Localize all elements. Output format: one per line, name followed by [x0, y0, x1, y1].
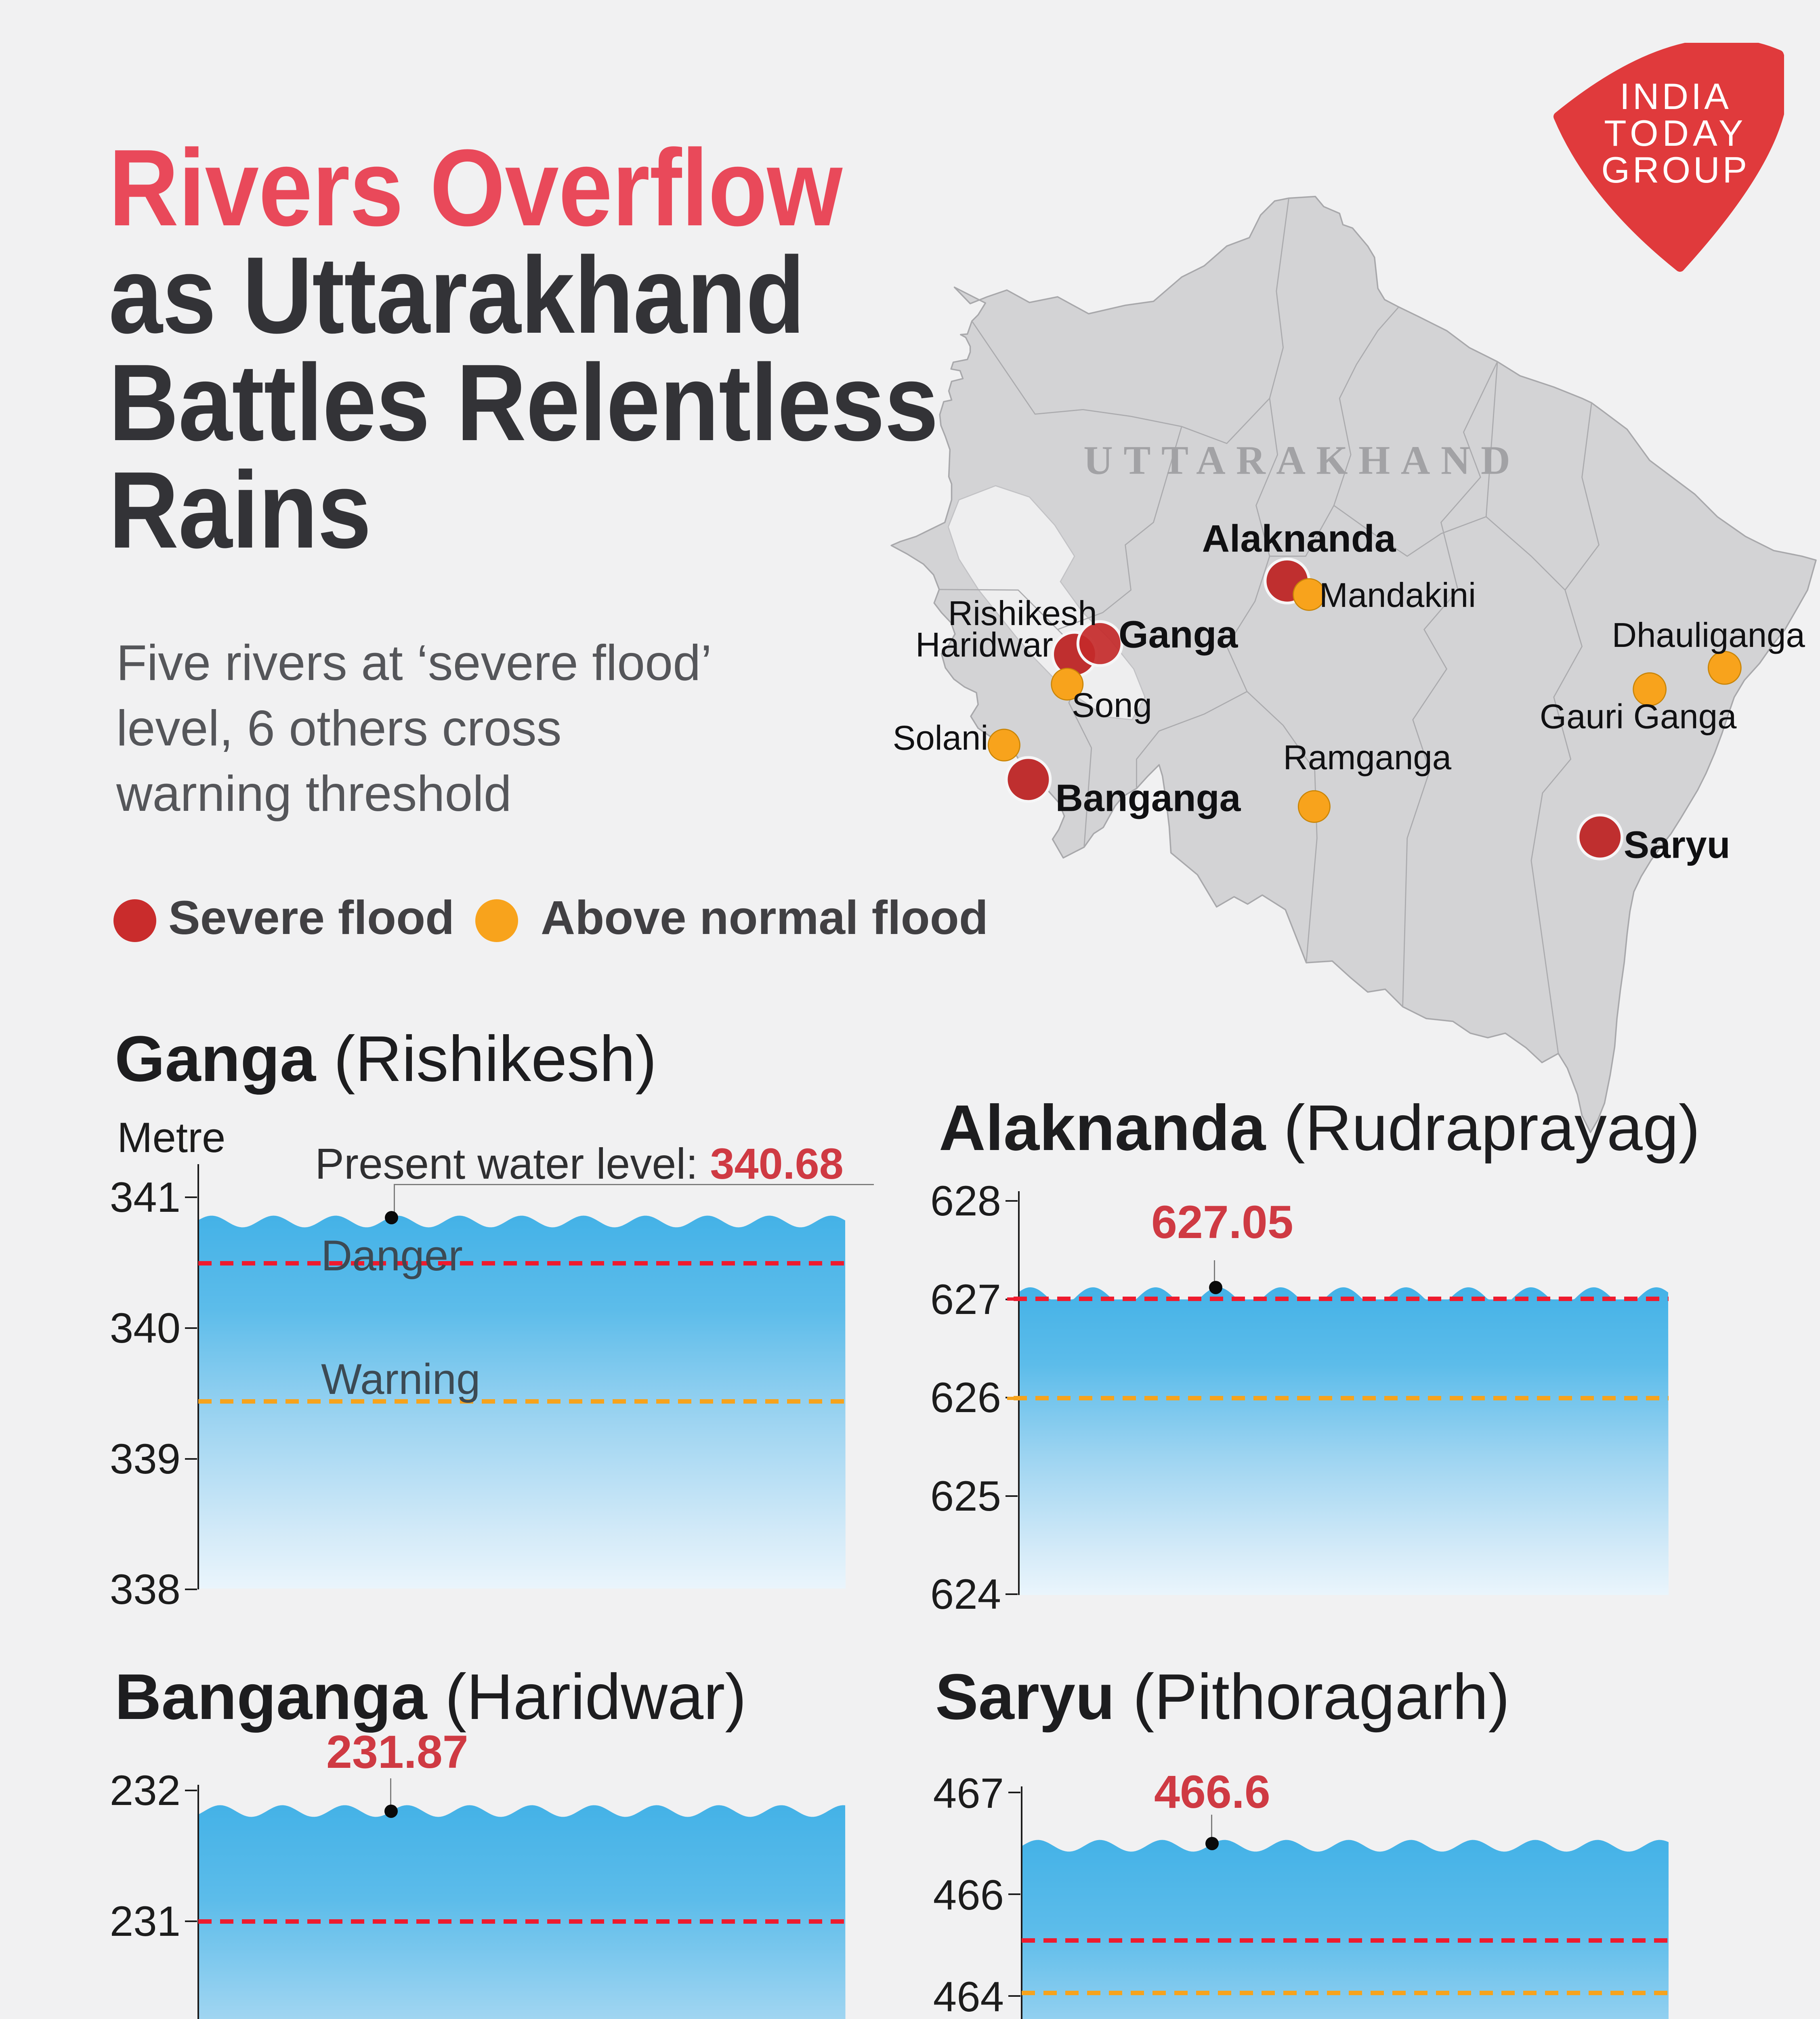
svg-text:UTTARAKHAND: UTTARAKHAND — [1083, 438, 1521, 483]
svg-text:Banganga: Banganga — [1055, 777, 1241, 820]
svg-text:Saryu: Saryu — [1624, 823, 1730, 866]
svg-text:TODAY: TODAY — [1604, 113, 1747, 154]
svg-text:Alaknanda: Alaknanda — [1202, 517, 1396, 560]
svg-text:Haridwar: Haridwar — [915, 626, 1053, 664]
svg-text:Dhauliganga: Dhauliganga — [1612, 616, 1805, 655]
svg-text:Mandakini: Mandakini — [1319, 576, 1476, 615]
svg-text:Gauri Ganga: Gauri Ganga — [1540, 697, 1737, 736]
svg-text:Ganga: Ganga — [1119, 613, 1239, 656]
svg-text:Solani: Solani — [893, 719, 989, 757]
svg-text:Song: Song — [1072, 686, 1152, 724]
svg-text:GROUP: GROUP — [1601, 150, 1750, 191]
svg-text:INDIA: INDIA — [1620, 76, 1732, 117]
svg-text:Rishikesh: Rishikesh — [948, 594, 1097, 633]
svg-text:Ramganga: Ramganga — [1283, 739, 1452, 777]
